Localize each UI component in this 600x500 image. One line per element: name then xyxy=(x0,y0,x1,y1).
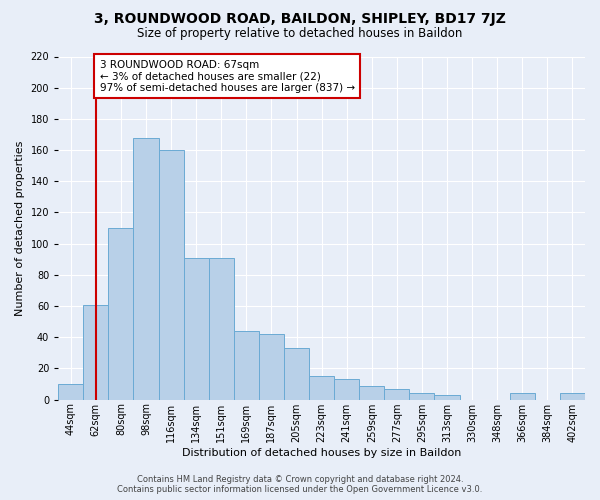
Bar xyxy=(209,258,234,400)
Bar xyxy=(385,388,409,400)
Bar xyxy=(434,395,460,400)
Bar xyxy=(284,348,309,400)
Bar xyxy=(334,380,359,400)
Text: 3, ROUNDWOOD ROAD, BAILDON, SHIPLEY, BD17 7JZ: 3, ROUNDWOOD ROAD, BAILDON, SHIPLEY, BD1… xyxy=(94,12,506,26)
X-axis label: Distribution of detached houses by size in Baildon: Distribution of detached houses by size … xyxy=(182,448,461,458)
Bar xyxy=(560,394,585,400)
Bar xyxy=(83,304,109,400)
Bar xyxy=(259,334,284,400)
Text: Contains HM Land Registry data © Crown copyright and database right 2024.
Contai: Contains HM Land Registry data © Crown c… xyxy=(118,474,482,494)
Bar xyxy=(133,138,158,400)
Bar xyxy=(309,376,334,400)
Bar xyxy=(109,228,133,400)
Bar xyxy=(158,150,184,400)
Y-axis label: Number of detached properties: Number of detached properties xyxy=(15,140,25,316)
Bar xyxy=(359,386,385,400)
Bar xyxy=(58,384,83,400)
Bar xyxy=(409,394,434,400)
Bar xyxy=(184,258,209,400)
Text: 3 ROUNDWOOD ROAD: 67sqm
← 3% of detached houses are smaller (22)
97% of semi-det: 3 ROUNDWOOD ROAD: 67sqm ← 3% of detached… xyxy=(100,60,355,93)
Text: Size of property relative to detached houses in Baildon: Size of property relative to detached ho… xyxy=(137,28,463,40)
Bar xyxy=(234,331,259,400)
Bar xyxy=(510,394,535,400)
